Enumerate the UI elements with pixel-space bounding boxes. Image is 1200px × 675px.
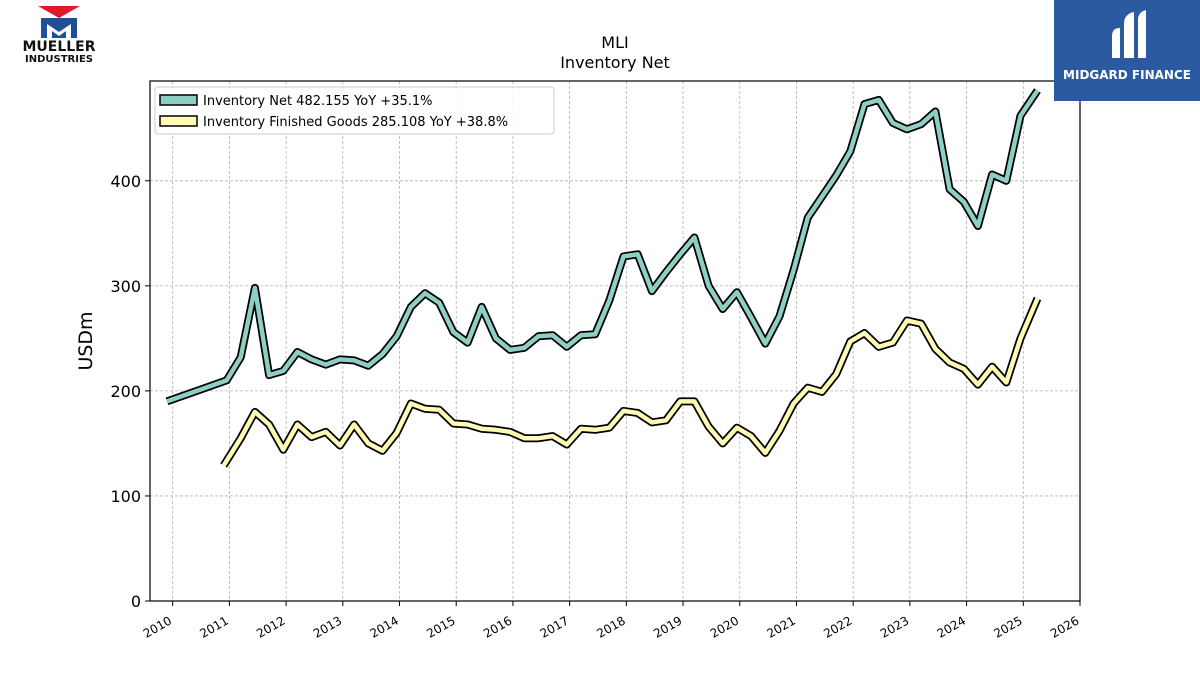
x-tick-label: 2022 (821, 613, 854, 640)
legend-swatch-inventory-net (159, 94, 198, 106)
x-tick-label: 2012 (254, 613, 287, 640)
x-tick-label: 2024 (935, 613, 968, 640)
y-axis-label: USDm (75, 311, 97, 370)
legend-label-inventory-finished-goods: Inventory Finished Goods 285.108 YoY +38… (203, 115, 508, 130)
x-tick-label: 2021 (765, 613, 798, 640)
legend-label-inventory-net: Inventory Net 482.155 YoY +35.1% (203, 94, 433, 109)
legend-swatch-inventory-finished-goods (159, 115, 198, 127)
mueller-emblem-icon (38, 6, 80, 38)
midgard-finance-name: MIDGARD FINANCE (1063, 68, 1191, 82)
x-tick-label: 2011 (197, 613, 230, 640)
y-axis: 0 100 200 300 400 (110, 172, 150, 611)
x-tick-label: 2017 (538, 613, 571, 640)
series-line-inventory-finished-goods (221, 297, 1040, 467)
legend-box (154, 86, 555, 135)
x-tick-label: 2018 (594, 613, 627, 640)
plot-frame (149, 80, 1081, 602)
x-tick-label: 2023 (878, 613, 911, 640)
midgard-emblem-icon (1112, 10, 1146, 58)
y-tick-label: 200 (110, 382, 141, 401)
x-tick-label: 2025 (991, 613, 1024, 640)
midgard-finance-logo: MIDGARD FINANCE (1054, 0, 1200, 101)
x-tick-label: 2016 (481, 613, 514, 640)
y-tick-label: 100 (110, 487, 141, 506)
chart-subtitle: Inventory Net (560, 53, 670, 72)
x-tick-label: 2020 (708, 613, 741, 640)
series-layer (165, 88, 1042, 468)
logo-word-mueller: MUELLER (22, 39, 96, 55)
y-tick-label: 400 (110, 172, 141, 191)
x-tick-label: 2014 (368, 613, 401, 640)
x-tick-label: 2019 (651, 613, 684, 640)
chart-title: MLI (601, 33, 628, 52)
logo-word-industries: INDUSTRIES (25, 54, 93, 65)
y-tick-label: 0 (131, 592, 141, 611)
legend: Inventory Net 482.155 YoY +35.1% Invento… (154, 86, 555, 135)
series-line-inventory-net (166, 89, 1040, 404)
x-tick-label: 2010 (141, 613, 174, 640)
x-tick-label: 2026 (1048, 613, 1081, 640)
x-tick-label: 2015 (424, 613, 457, 640)
mueller-industries-logo: MUELLER INDUSTRIES (14, 4, 104, 66)
x-tick-label: 2013 (311, 613, 344, 640)
x-axis: 2010 2011 2012 2013 2014 2015 2016 2017 2018 2019… (141, 601, 1082, 641)
y-tick-label: 300 (110, 277, 141, 296)
